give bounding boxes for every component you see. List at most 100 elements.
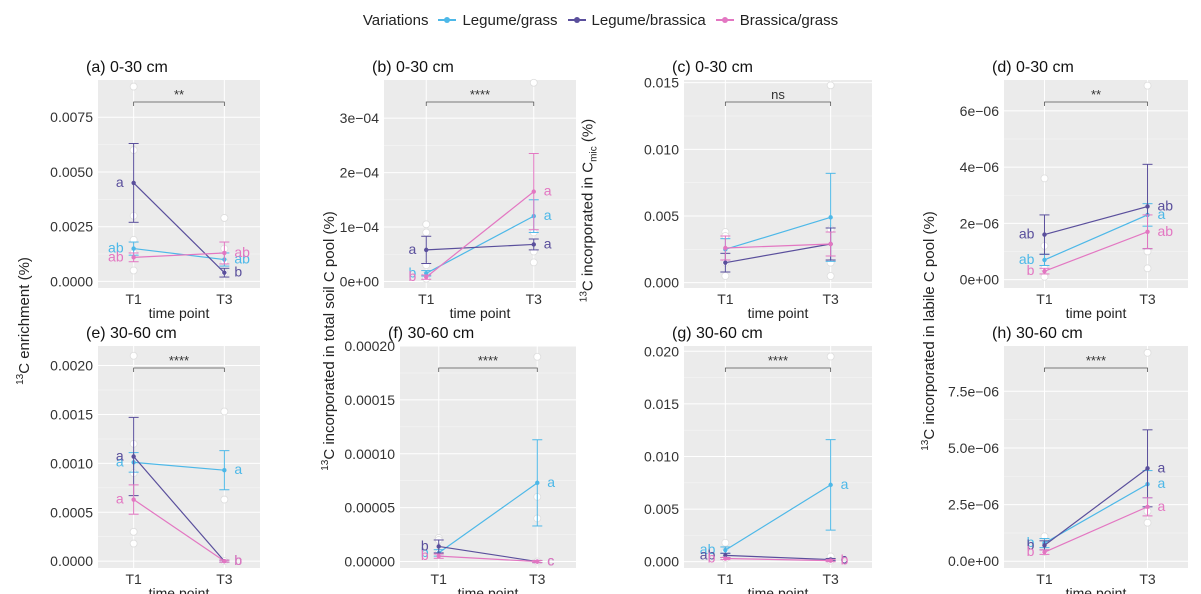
y-tick-label: 3e−04 [340,110,380,126]
significance-bracket [133,101,225,106]
series-point [1042,257,1047,263]
y-tick-label: 0.00005 [344,500,395,516]
panel-background [400,346,576,568]
y-tick-label: 0e+00 [960,272,1000,288]
panel-title: (a) 0-30 cm [86,59,168,76]
series-line-2 [1044,205,1148,236]
series-point [1042,549,1047,555]
y-tick-label: 0.0010 [50,455,93,471]
y-tick-label: 0.0025 [50,219,93,235]
significance-letter: b [1027,534,1035,550]
series-point [1042,232,1047,237]
significance-letter: a [1158,206,1166,222]
y-tick-label: 0.010 [644,448,679,464]
y-tick-label: 0.0e+00 [948,553,999,569]
significance-bracket [425,101,535,106]
series-point [828,241,833,247]
x-tick-label: T1 [125,291,142,307]
x-tick-label: T3 [529,571,546,587]
raw-point [826,81,835,90]
series-point [1145,229,1150,234]
raw-point [129,539,138,548]
significance-letter: a [116,491,124,507]
series-line-1 [1044,214,1148,261]
significance-letter: c [841,551,848,567]
significance-label: ** [1091,87,1101,102]
significance-label: **** [1086,353,1106,368]
significance-letter: ab [700,546,716,562]
y-tick-label: 0.0005 [50,504,93,520]
series-line-3 [133,499,225,562]
significance-label: **** [478,353,498,368]
y-tick-label: 6e−06 [960,103,1000,119]
x-tick-label: T1 [431,571,448,587]
y-tick-label: 0.0000 [50,273,93,289]
y-axis-label-col1: 13C enrichment (%) [15,257,33,385]
x-tick-label: T3 [216,571,233,587]
series-line-2 [133,182,225,274]
series-point [1145,504,1150,510]
significance-letter: b [408,268,416,284]
series-point [436,553,441,559]
significance-letter: ab [1158,197,1174,213]
series-point [535,559,540,564]
raw-point [1143,348,1152,357]
x-tick-label: T3 [1139,291,1156,307]
x-tick-label: T3 [822,291,839,307]
raw-point [529,78,538,87]
x-tick-label: T1 [717,571,734,587]
raw-point [129,82,138,91]
y-tick-label: 4e−06 [960,159,1000,175]
x-axis-label: time point [149,585,210,594]
series-point [828,558,833,563]
series-point [131,255,136,260]
raw-point [826,352,835,361]
legend-key-brassica-grass [715,14,734,26]
significance-letter: b [234,264,242,280]
panel-background [1004,80,1188,288]
y-tick-label: 2e−04 [340,165,380,181]
y-tick-label: 0.0020 [50,358,93,374]
panel-background [1004,346,1188,568]
x-tick-label: T3 [1139,571,1156,587]
y-tick-label: 1e−04 [340,219,380,235]
series-line-2 [725,243,831,264]
y-tick-label: 0.000 [644,554,679,570]
legend: Variations Legume/grass Legume/brassica … [0,8,1201,32]
series-point [424,274,429,280]
series-point [222,250,227,256]
raw-point [220,407,229,416]
significance-letter: a [544,183,552,199]
y-axis-label-col4: 13C incorporated in labile C pool (%) [920,211,938,451]
series-point [531,242,536,247]
y-tick-label: 2.5e−06 [948,497,999,513]
series-line-1 [725,216,831,250]
series-point [424,247,429,253]
legend-item-legume-grass: Legume/grass [438,12,558,29]
panel-title: (b) 0-30 cm [372,59,454,76]
significance-letter: a [116,174,124,190]
series-line-3 [725,557,831,562]
panel-2: 0e+00 1e−04 2e−04 3e−04 T1 T3 (b) 0-30 cm time … [340,59,576,321]
panel-title: (h) 30-60 cm [992,325,1083,342]
legend-title: Variations [362,11,429,29]
y-tick-label: 0.0000 [50,553,93,569]
y-tick-label: 0e+00 [340,273,380,289]
panel-8: 0.0e+00 2.5e−06 5.0e−06 7.5e−06 T1 T3 (h) 30-6… [948,325,1188,594]
series-point [531,189,536,194]
significance-bracket [1044,367,1148,372]
significance-letter: b [421,547,429,563]
series-point [131,454,136,459]
significance-letter: ab [700,541,716,557]
x-tick-label: T1 [1036,291,1053,307]
significance-letter: ab [234,244,250,260]
legend-item-legume-brassica: Legume/brassica [567,12,706,29]
significance-letter: a [547,474,555,490]
legend-item-brassica-grass: Brassica/grass [715,12,838,29]
y-tick-label: 5.0e−06 [948,440,999,456]
significance-letter: a [116,448,124,464]
series-point [1042,268,1047,274]
y-tick-label: 0.015 [644,396,679,412]
series-point [222,270,227,275]
significance-letter: b [408,264,416,280]
